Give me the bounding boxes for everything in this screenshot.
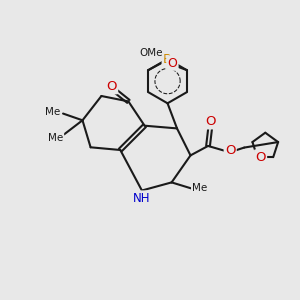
Text: OMe: OMe (140, 48, 163, 58)
Text: O: O (106, 80, 117, 93)
Text: O: O (205, 115, 215, 128)
Text: O: O (167, 57, 177, 70)
Text: Me: Me (192, 183, 207, 193)
Text: O: O (255, 151, 266, 164)
Text: Me: Me (45, 107, 60, 117)
Text: O: O (225, 144, 236, 157)
Text: Me: Me (48, 133, 63, 142)
Text: Br: Br (163, 53, 177, 66)
Text: NH: NH (133, 192, 151, 205)
